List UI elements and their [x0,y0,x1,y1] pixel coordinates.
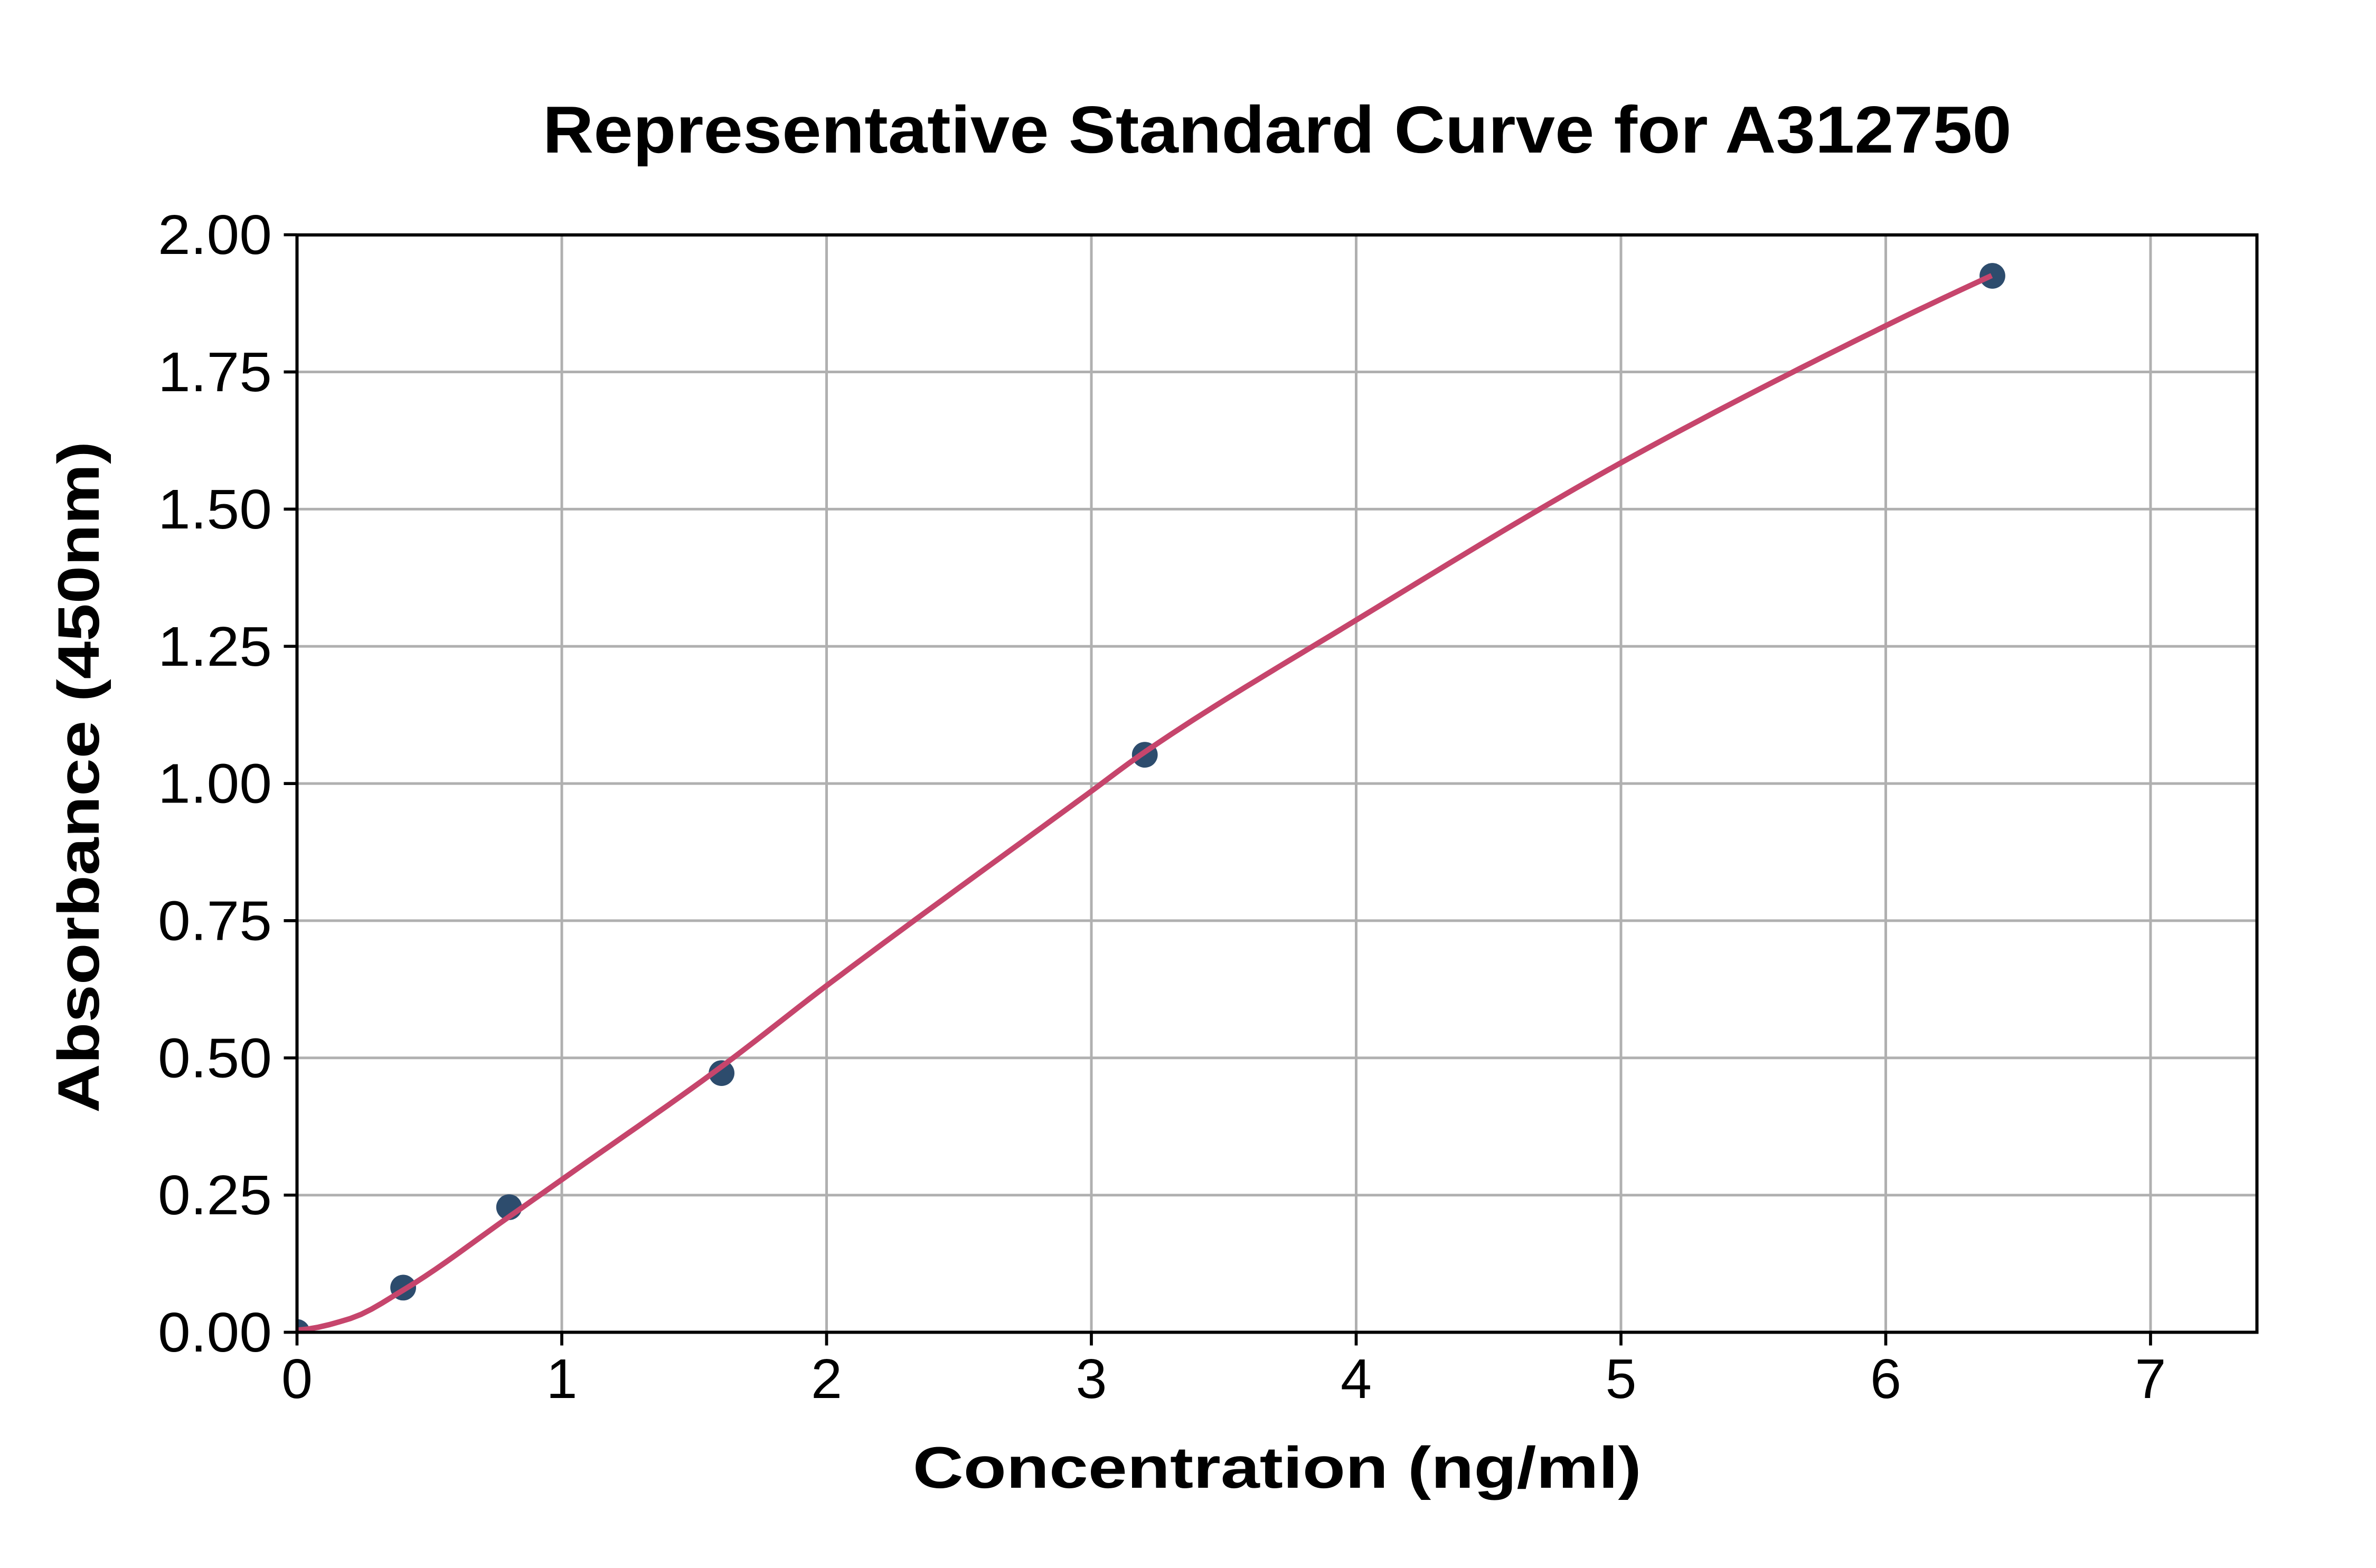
svg-text:5: 5 [1606,1348,1637,1410]
svg-text:Concentration (ng/ml): Concentration (ng/ml) [913,1435,1642,1500]
svg-text:6: 6 [1870,1348,1901,1410]
svg-text:1.00: 1.00 [158,753,272,815]
svg-text:7: 7 [2135,1348,2166,1410]
svg-text:1.25: 1.25 [158,616,272,678]
svg-text:0: 0 [281,1348,313,1410]
svg-text:1.75: 1.75 [158,341,272,403]
svg-text:0.75: 0.75 [158,890,272,952]
svg-text:0.50: 0.50 [158,1027,272,1089]
svg-text:3: 3 [1076,1348,1107,1410]
svg-text:2: 2 [811,1348,842,1410]
svg-text:0.25: 0.25 [158,1164,272,1226]
svg-text:1.50: 1.50 [158,478,272,541]
svg-text:1: 1 [546,1348,578,1410]
svg-text:2.00: 2.00 [158,204,272,266]
svg-text:0.00: 0.00 [158,1301,272,1364]
svg-text:Absorbance (450nm): Absorbance (450nm) [46,441,111,1113]
svg-text:4: 4 [1341,1348,1372,1410]
svg-text:Representative Standard Curve: Representative Standard Curve for A31275… [543,92,2012,167]
